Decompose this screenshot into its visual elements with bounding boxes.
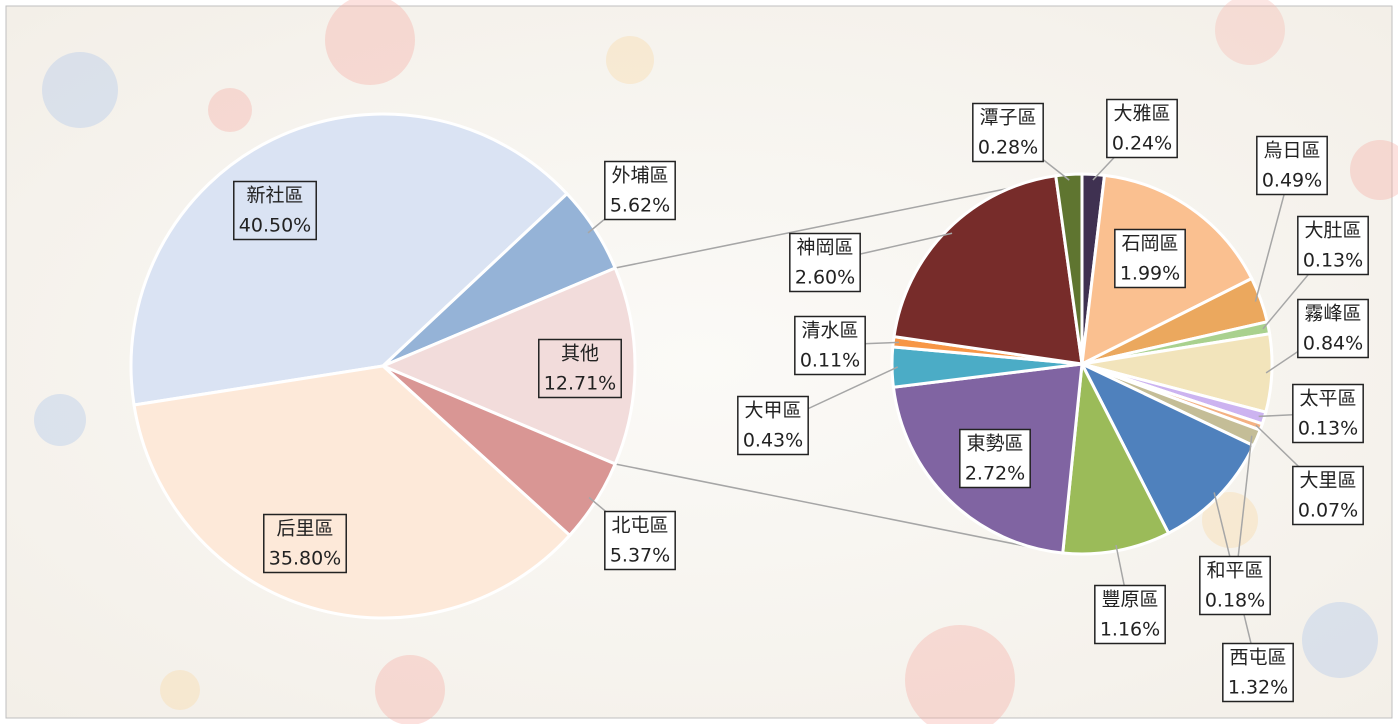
data-label-value: 2.72% — [965, 463, 1025, 485]
data-label-name: 石岡區 — [1121, 233, 1178, 255]
data-label-name: 潭子區 — [979, 107, 1036, 129]
data-label-name: 西屯區 — [1229, 647, 1286, 669]
data-label-name: 大肚區 — [1304, 220, 1361, 242]
data-label-value: 1.32% — [1228, 677, 1288, 699]
data-label-name: 新社區 — [246, 185, 303, 207]
data-label-name: 后里區 — [276, 518, 333, 540]
data-label-value: 0.28% — [978, 137, 1038, 159]
data-label-value: 1.16% — [1100, 619, 1160, 641]
data-label-value: 0.18% — [1205, 590, 1265, 612]
data-label-value: 12.71% — [544, 373, 616, 395]
data-label-name: 神岡區 — [796, 237, 853, 259]
data-label-value: 1.99% — [1120, 263, 1180, 285]
data-label-name: 東勢區 — [966, 433, 1023, 455]
data-label-value: 5.62% — [610, 195, 670, 217]
data-label-name: 清水區 — [801, 320, 858, 342]
data-label-name: 外埔區 — [611, 165, 668, 187]
data-label-value: 0.13% — [1298, 418, 1358, 440]
data-label-name: 和平區 — [1206, 560, 1263, 582]
data-label-name: 烏日區 — [1263, 140, 1320, 162]
data-label-value: 0.13% — [1303, 250, 1363, 272]
data-label-value: 40.50% — [239, 215, 311, 237]
data-label-name: 大雅區 — [1113, 103, 1170, 125]
data-label-value: 0.24% — [1112, 133, 1172, 155]
data-label-value: 0.07% — [1298, 500, 1358, 522]
data-label-value: 2.60% — [795, 267, 855, 289]
data-label-value: 5.37% — [610, 545, 670, 567]
data-label-name: 大里區 — [1299, 470, 1356, 492]
chart: 新社區 40.50% 外埔區 5.62% 其他 12.71% 北屯區 5.37% 后里區 35.8… — [0, 0, 1398, 724]
data-label-name: 大甲區 — [744, 400, 801, 422]
data-label-name: 其他 — [561, 343, 599, 365]
data-label-name: 太平區 — [1299, 388, 1356, 410]
data-label-name: 霧峰區 — [1304, 303, 1361, 325]
data-label-value: 0.49% — [1262, 170, 1322, 192]
data-label-name: 北屯區 — [611, 515, 668, 537]
data-label-value: 0.11% — [800, 350, 860, 372]
data-label-value: 0.43% — [743, 430, 803, 452]
data-label-value: 35.80% — [269, 548, 341, 570]
data-label-name: 豐原區 — [1101, 589, 1158, 611]
data-label-value: 0.84% — [1303, 333, 1363, 355]
